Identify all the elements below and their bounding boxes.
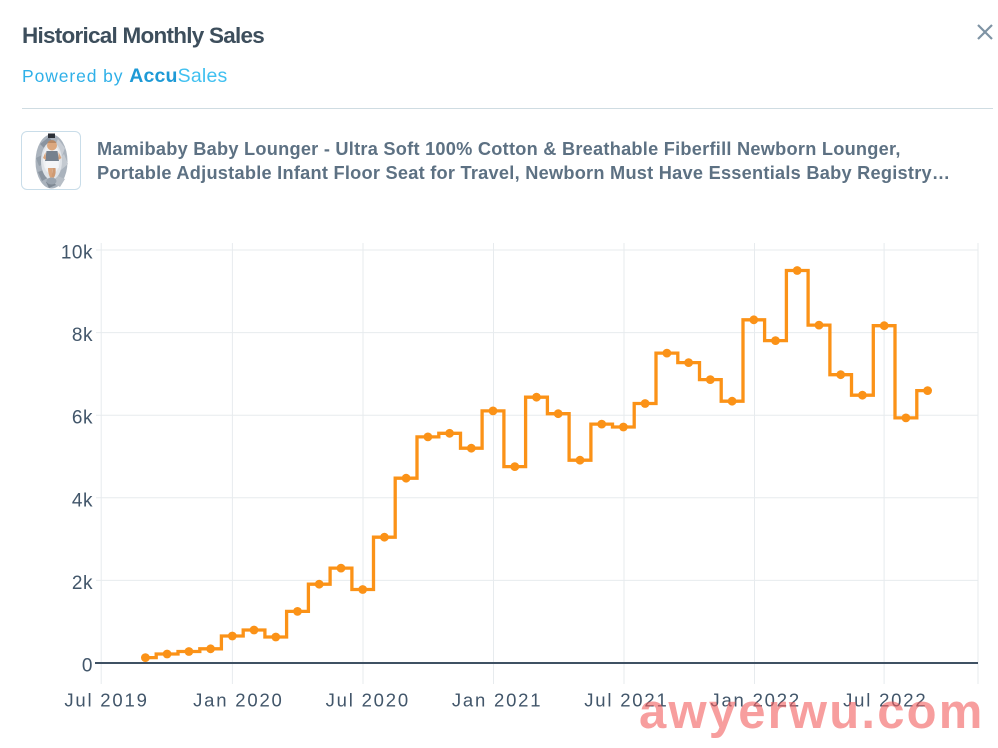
svg-text:10k: 10k — [61, 243, 93, 264]
svg-text:Jul 2020: Jul 2020 — [326, 690, 410, 711]
svg-text:2k: 2k — [72, 573, 93, 594]
svg-text:Jul 2019: Jul 2019 — [64, 690, 148, 711]
svg-text:Jul 2022: Jul 2022 — [843, 690, 927, 711]
svg-text:6k: 6k — [72, 408, 93, 429]
svg-text:Jan 2022: Jan 2022 — [710, 690, 801, 711]
svg-text:8k: 8k — [72, 325, 93, 346]
svg-text:4k: 4k — [72, 490, 93, 511]
svg-text:0: 0 — [82, 656, 93, 677]
svg-text:Jul 2021: Jul 2021 — [584, 690, 668, 711]
svg-text:Jan 2020: Jan 2020 — [193, 690, 284, 711]
svg-text:Jan 2021: Jan 2021 — [452, 690, 543, 711]
